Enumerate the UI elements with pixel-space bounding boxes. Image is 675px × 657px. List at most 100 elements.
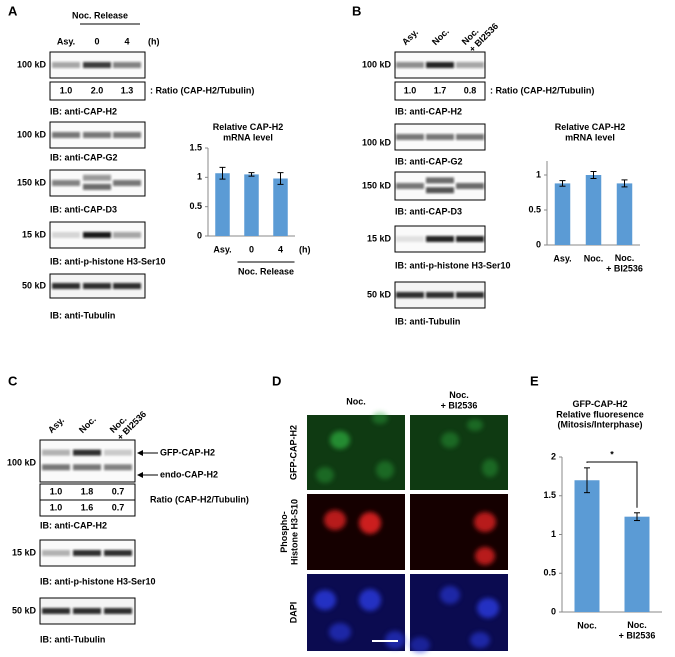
lane-header: Noc. Release: [72, 10, 128, 20]
x-tick-label: 4: [278, 244, 283, 254]
column-label: Noc. + BI2536: [441, 390, 478, 410]
nucleus: [441, 432, 459, 448]
blot-band: [426, 134, 454, 140]
nucleus: [359, 589, 381, 611]
blot-band: [104, 550, 132, 556]
y-tick-label: 2: [551, 451, 556, 461]
nucleus: [410, 637, 430, 653]
error-bar: [219, 166, 226, 180]
nucleus: [324, 510, 346, 530]
blot-band: [73, 464, 101, 471]
bar: [244, 174, 259, 236]
ib-label: IB: anti-p-histone H3-Ser10: [395, 260, 511, 270]
blot-band: [113, 180, 141, 186]
blot-band: [73, 449, 101, 456]
blot-band: [83, 174, 111, 181]
ib-label: IB: anti-Tubulin: [50, 310, 115, 320]
y-tick-label: 1.5: [189, 142, 202, 152]
blot-band: [426, 236, 454, 242]
ratio-value: 0.8: [464, 85, 477, 95]
blot-band: [426, 292, 454, 298]
blot-band: [456, 134, 484, 140]
blot-band: [73, 608, 101, 614]
blot-band: [73, 550, 101, 556]
unit-label: (h): [148, 36, 160, 46]
ratio-value: 1.8: [81, 486, 94, 496]
ib-label: IB: anti-CAP-H2: [50, 106, 117, 116]
x-tick-label: Noc. + BI2536: [606, 253, 643, 273]
chart-title: GFP-CAP-H2 Relative fluoresence (Mitosis/I…: [556, 399, 644, 430]
ib-label: IB: anti-Tubulin: [395, 316, 460, 326]
bar: [624, 516, 650, 612]
ib-label: IB: anti-CAP-D3: [50, 204, 117, 214]
y-tick-label: 0: [197, 230, 202, 240]
nucleus: [316, 467, 334, 483]
blot-band: [456, 236, 484, 242]
y-tick-label: 0: [536, 239, 541, 249]
bar: [215, 173, 230, 236]
lane-label: Asy.: [57, 36, 75, 46]
y-tick-label: 0.5: [528, 204, 541, 214]
error-bar: [277, 172, 284, 185]
bar: [585, 175, 602, 245]
bar: [574, 480, 600, 612]
ratio-value: 1.0: [50, 486, 63, 496]
band-label: GFP-CAP-H2: [160, 447, 215, 457]
size-marker: 15 kD: [22, 229, 47, 239]
blot-band: [52, 180, 80, 186]
panel-label: C: [8, 373, 18, 388]
ratio-value: 2.0: [91, 85, 104, 95]
blot: [39, 439, 136, 483]
lane-label: Noc.: [77, 414, 98, 435]
nucleus: [467, 419, 483, 431]
arrow-head: [137, 472, 143, 478]
bar: [273, 178, 288, 236]
blot-band: [113, 232, 141, 238]
x-tick-label: Noc. + BI2536: [619, 620, 656, 640]
row-label: DAPI: [288, 602, 298, 624]
nucleus: [376, 461, 394, 479]
ib-label: IB: anti-CAP-H2: [40, 520, 107, 530]
blot-band: [83, 62, 111, 68]
blot-band: [456, 62, 484, 68]
ratio-box: [394, 81, 486, 101]
size-marker: 100 kD: [7, 457, 37, 467]
size-marker: 100 kD: [17, 59, 47, 69]
blot-band: [83, 132, 111, 138]
ratio-value: 1.0: [50, 502, 63, 512]
blot-band: [113, 132, 141, 138]
blot-band: [52, 62, 80, 68]
ib-label: IB: anti-p-histone H3-Ser10: [40, 576, 156, 586]
blot-band: [104, 464, 132, 471]
significance-label: *: [610, 449, 614, 459]
nucleus: [330, 431, 350, 449]
chart-title: Relative CAP-H2 mRNA level: [213, 122, 284, 142]
ratio-value: 0.7: [112, 486, 125, 496]
y-tick-label: 0.5: [543, 568, 556, 578]
blot-band: [52, 232, 80, 238]
panel-label: E: [530, 373, 539, 388]
lane-label: Noc.+ BI2536: [460, 14, 500, 54]
ratio-label: : Ratio (CAP-H2/Tubulin): [150, 85, 254, 95]
ib-label: IB: anti-CAP-H2: [395, 106, 462, 116]
nucleus: [477, 598, 499, 618]
blot-band: [52, 132, 80, 138]
size-marker: 150 kD: [17, 177, 47, 187]
blot-band: [426, 177, 454, 184]
ib-label: IB: anti-CAP-G2: [50, 152, 118, 162]
band-label: endo-CAP-H2: [160, 469, 218, 479]
blot-band: [456, 183, 484, 189]
micrograph: [410, 415, 508, 490]
blot-band: [396, 134, 424, 140]
column-label: Noc.: [346, 396, 366, 406]
size-marker: 50 kD: [367, 289, 392, 299]
ratio-value: 0.7: [112, 502, 125, 512]
nucleus: [475, 547, 495, 565]
size-marker: 150 kD: [362, 180, 392, 190]
blot-band: [113, 62, 141, 68]
blot-band: [83, 283, 111, 289]
x-tick-label: Asy.: [553, 253, 571, 263]
nucleus: [474, 512, 496, 532]
y-tick-label: 1: [536, 169, 541, 179]
